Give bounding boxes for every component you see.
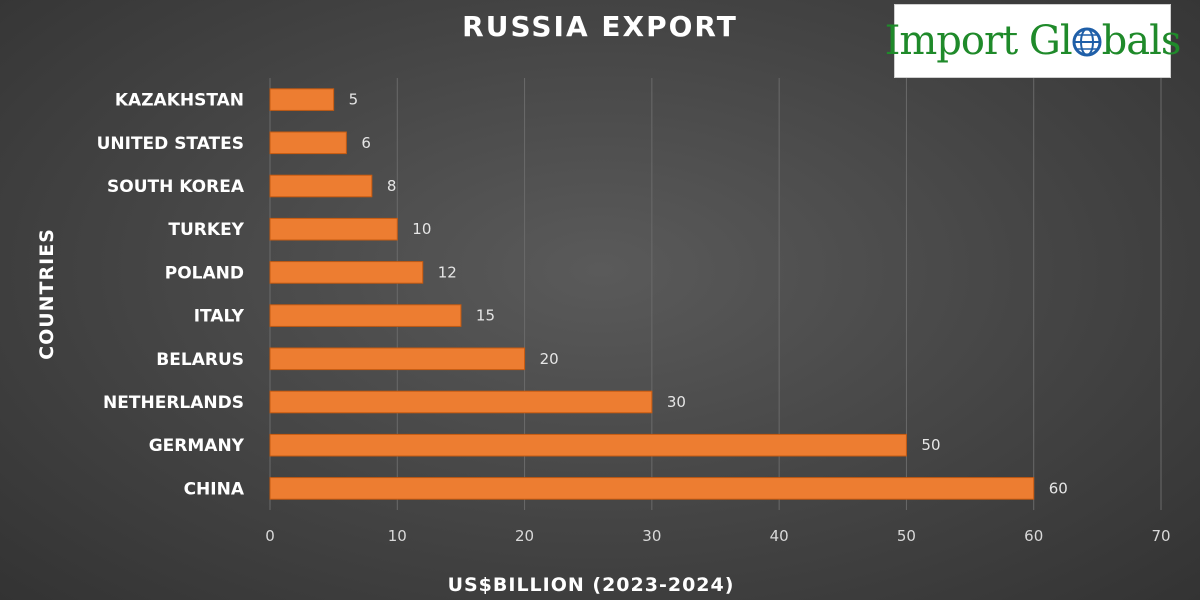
x-tick-label: 0 <box>265 527 275 545</box>
logo-text: Import Gl bals <box>884 18 1182 64</box>
x-tick-label: 40 <box>770 527 789 545</box>
category-label: NETHERLANDS <box>103 393 244 413</box>
logo-text-part2: bals <box>1101 18 1182 64</box>
x-axis-title: US$BILLION (2023-2024) <box>448 574 735 596</box>
data-label: 20 <box>540 350 559 368</box>
data-label: 60 <box>1049 479 1068 497</box>
category-label: ITALY <box>194 307 245 327</box>
data-label: 30 <box>667 393 686 411</box>
data-label: 50 <box>921 436 940 454</box>
category-label: SOUTH KOREA <box>107 177 245 197</box>
chart-title: RUSSIA EXPORT <box>462 10 738 43</box>
gridlines <box>269 78 1162 510</box>
category-label: POLAND <box>165 263 244 283</box>
globe-icon <box>1072 27 1102 57</box>
category-label: KAZAKHSTAN <box>115 91 244 111</box>
category-label: UNITED STATES <box>97 134 244 154</box>
category-label: CHINA <box>184 479 245 499</box>
logo-text-part1: Import Gl <box>884 18 1073 64</box>
bar <box>269 217 398 241</box>
x-tick-label: 30 <box>642 527 661 545</box>
category-label: BELARUS <box>156 350 244 370</box>
x-tick-label: 70 <box>1151 527 1170 545</box>
category-label: TURKEY <box>168 220 244 240</box>
x-tick-label: 50 <box>897 527 916 545</box>
x-tick-label: 20 <box>515 527 534 545</box>
y-axis-title: COUNTRIES <box>36 228 58 360</box>
data-labels: 5 6 8 10 12 15 20 30 50 60 <box>349 91 1068 498</box>
bar <box>269 433 907 457</box>
bars <box>269 88 1035 500</box>
bar <box>269 477 1035 500</box>
data-label: 8 <box>387 177 397 195</box>
data-label: 15 <box>476 307 495 325</box>
data-label: 6 <box>361 134 371 152</box>
bar <box>269 261 424 284</box>
data-label: 10 <box>412 220 431 238</box>
data-label: 12 <box>438 263 457 281</box>
x-tick-label: 10 <box>388 527 407 545</box>
category-label: GERMANY <box>149 436 245 456</box>
bar <box>269 88 335 111</box>
bar <box>269 304 462 327</box>
x-tick-label: 60 <box>1024 527 1043 545</box>
data-label: 5 <box>349 91 359 109</box>
x-tick-labels: 0 10 20 30 40 50 60 70 <box>265 527 1170 545</box>
bar <box>269 131 347 155</box>
import-globals-logo: Import Gl bals <box>885 4 1181 78</box>
bar <box>269 347 526 371</box>
bar <box>269 174 373 198</box>
category-labels: KAZAKHSTAN UNITED STATES SOUTH KOREA TURKEY… <box>97 91 245 500</box>
bar <box>269 390 653 414</box>
